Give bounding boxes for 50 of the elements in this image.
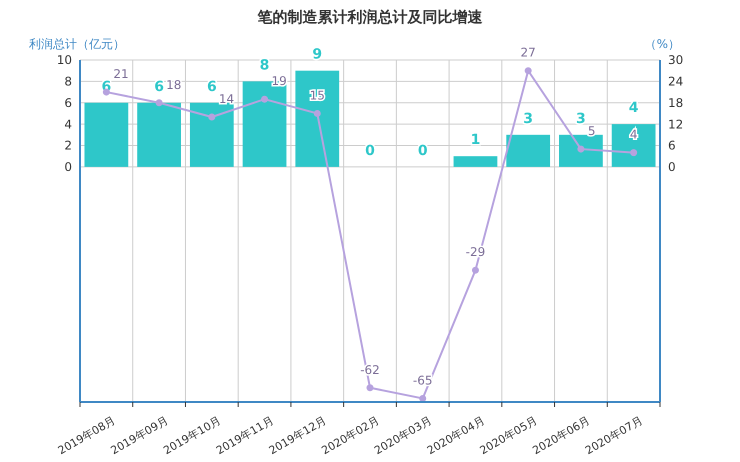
point: [419, 394, 426, 402]
point: [472, 266, 479, 274]
y-tick-label: 0: [64, 160, 72, 174]
data-label: 21: [113, 67, 129, 82]
y2-tick-label: 0: [668, 160, 676, 174]
y2-tick-label: 12: [668, 117, 684, 132]
y2-tick-label: 6: [668, 138, 676, 153]
data-label: 0: [418, 142, 428, 159]
point: [208, 114, 216, 120]
bar: [506, 134, 550, 167]
y-tick-label: 6: [64, 96, 72, 110]
bar: [295, 70, 340, 167]
data-label: 15: [310, 88, 325, 102]
point: [524, 67, 532, 74]
point: [366, 384, 374, 392]
bar: [612, 124, 656, 167]
point: [630, 149, 638, 156]
y-tick-label: 2: [64, 138, 72, 153]
data-label: 18: [166, 78, 182, 92]
bar: [84, 102, 128, 167]
y2-axis-title: （%）: [644, 37, 680, 51]
y-tick-label: 4: [64, 117, 72, 132]
data-label: 5: [588, 124, 596, 138]
y2-tick-label: 18: [668, 96, 684, 110]
data-label: 4: [630, 128, 638, 142]
chart-title: 笔的制造累计利润总计及同比增速: [256, 8, 484, 26]
data-label: 8: [260, 57, 270, 74]
data-label: 3: [523, 110, 534, 127]
bar: [190, 102, 234, 167]
y-tick-label: 10: [56, 53, 72, 68]
data-label: 6: [206, 78, 217, 95]
bar: [559, 134, 603, 167]
bar: [454, 156, 498, 167]
data-label: 6: [154, 78, 164, 95]
data-label: 14: [218, 92, 234, 106]
data-label: 1: [470, 132, 480, 148]
y-tick-label: 8: [64, 74, 72, 89]
data-label: 3: [576, 110, 586, 127]
data-label: 4: [628, 100, 639, 116]
point: [577, 146, 584, 153]
data-label: 0: [365, 142, 376, 159]
point: [156, 99, 163, 106]
y-axis-title: 利润总计（亿元）: [29, 37, 125, 51]
point: [314, 110, 321, 117]
data-label: 9: [312, 46, 322, 63]
data-label: 27: [520, 46, 536, 60]
y2-tick-label: 24: [668, 74, 684, 89]
y2-tick-label: 30: [668, 53, 684, 68]
point: [261, 96, 268, 103]
bar: [137, 102, 181, 167]
